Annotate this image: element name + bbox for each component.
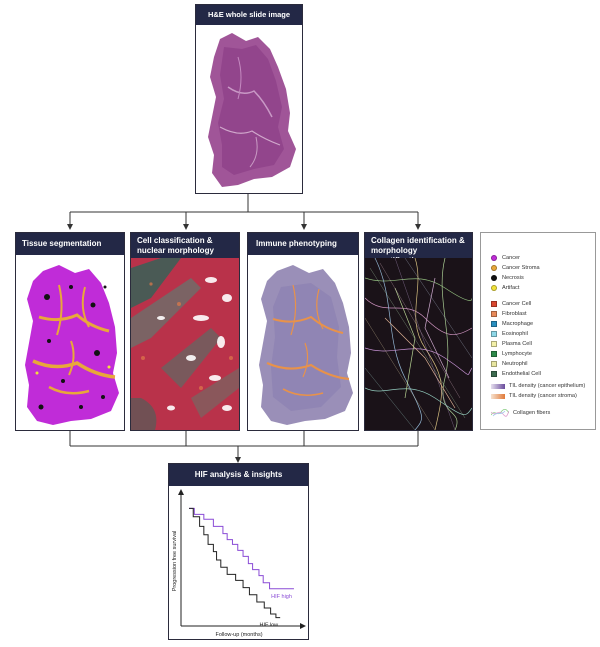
wsi-tissue-image — [208, 33, 296, 187]
swatch-icon — [491, 371, 497, 377]
collagen-fibers-icon — [491, 409, 509, 417]
legend-item-necrosis: Necrosis — [491, 275, 524, 281]
cell-classification-panel: Cell classification & nuclear morphology — [130, 232, 240, 431]
swatch-icon — [491, 331, 497, 337]
swatch-icon — [491, 311, 497, 317]
y-axis-label: Progression free survival — [172, 531, 178, 592]
legend-item-collagen: Collagen fibers — [491, 409, 550, 417]
collagen-panel: Collagen identification & morphology qua… — [364, 232, 473, 431]
legend-item-lymphocyte: Lymphocyte — [491, 351, 532, 357]
legend-item-cancer-stroma: Cancer Stroma — [491, 265, 540, 271]
legend-item-til-epithelium: TIL density (cancer epithelium) — [491, 383, 585, 389]
tissue-segmentation-panel: Tissue segmentation — [15, 232, 125, 431]
swatch-icon — [491, 255, 497, 261]
legend-item-plasma-cell: Plasma Cell — [491, 341, 532, 347]
legend-item-macrophage: Macrophage — [491, 321, 533, 327]
gradient-swatch-icon — [491, 393, 505, 399]
cell-classification-image — [131, 258, 239, 430]
swatch-icon — [491, 341, 497, 347]
legend-item-eosinophil: Eosinophil — [491, 331, 528, 337]
series-line-hif-low — [189, 507, 281, 619]
collagen-image — [365, 258, 472, 430]
immune-phenotyping-image — [259, 265, 353, 425]
swatch-icon — [491, 275, 497, 281]
immune-phenotyping-title: Immune phenotyping — [248, 233, 358, 255]
hif-panel: HIF analysis & insights Progression free… — [168, 463, 309, 640]
swatch-icon — [491, 321, 497, 327]
cell-classification-title: Cell classification & nuclear morphology — [131, 233, 239, 259]
swatch-icon — [491, 361, 497, 367]
legend-item-fibroblast: Fibroblast — [491, 311, 527, 317]
legend-item-cancer-cell: Cancer Cell — [491, 301, 531, 307]
immune-phenotyping-panel: Immune phenotyping — [247, 232, 359, 431]
legend-item-til-stroma: TIL density (cancer stroma) — [491, 393, 577, 399]
series-label-hif-high: HIF high — [271, 594, 292, 600]
wsi-panel: H&E whole slide image — [195, 4, 303, 194]
legend: Cancer Cancer Stroma Necrosis Artifact C… — [480, 232, 596, 430]
x-axis-label: Follow-up (months) — [215, 632, 262, 638]
gradient-swatch-icon — [491, 383, 505, 389]
legend-item-cancer: Cancer — [491, 255, 520, 261]
swatch-icon — [491, 301, 497, 307]
tissue-segmentation-image — [25, 265, 119, 425]
legend-item-endothelial-cell: Endothelial Cell — [491, 371, 541, 377]
survival-chart: Progression free survival Follow-up (mon… — [172, 489, 306, 638]
wsi-title: H&E whole slide image — [196, 5, 302, 25]
legend-item-artifact: Artifact — [491, 285, 519, 291]
series-line-hif-high — [189, 507, 294, 590]
legend-item-neutrophil: Neutrophil — [491, 361, 528, 367]
tissue-segmentation-title: Tissue segmentation — [16, 233, 124, 255]
swatch-icon — [491, 265, 497, 271]
hif-title: HIF analysis & insights — [169, 464, 308, 486]
swatch-icon — [491, 285, 497, 291]
series-label-hif-low: HIF low — [260, 623, 279, 629]
swatch-icon — [491, 351, 497, 357]
